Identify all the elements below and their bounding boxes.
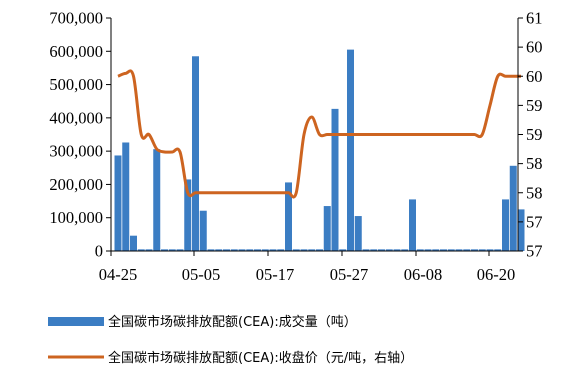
bar [370, 249, 378, 251]
bar [254, 249, 261, 251]
y-right-tick-label: 57 [526, 242, 543, 261]
axes: 0 100,000 200,000 300,000 400,000 500,000 600,… [49, 9, 542, 285]
x-tick-label: 05-27 [330, 265, 369, 284]
bar [230, 249, 238, 251]
bar [331, 108, 339, 252]
y-right-tick-label: 58 [526, 183, 543, 202]
bar [114, 155, 122, 251]
y-right-tick-label: 59 [526, 125, 543, 144]
bar [207, 249, 215, 251]
bar [440, 249, 447, 251]
bar [362, 249, 370, 251]
bar [354, 216, 362, 251]
bar [502, 199, 509, 251]
y-left-tick-label: 300,000 [49, 142, 103, 161]
bar [401, 249, 409, 251]
legend-label-price: 全国碳市场碳排放配额(CEA):收盘价（元/吨，右轴） [108, 350, 413, 366]
bar [347, 49, 354, 252]
y-right-tick-label: 57 [526, 212, 543, 231]
y-right-tick-label: 61 [526, 9, 543, 28]
bar [424, 249, 432, 251]
bar [130, 235, 137, 251]
bar [184, 179, 192, 251]
bar [292, 249, 300, 251]
legend: 全国碳市场碳排放配额(CEA):成交量（吨） 全国碳市场碳排放配额(CEA):收盘… [48, 314, 413, 366]
bar [137, 249, 145, 251]
bar [285, 182, 292, 251]
bar [509, 165, 517, 251]
bar [494, 249, 502, 251]
bar-series [114, 49, 525, 252]
bar [463, 249, 471, 251]
bar [393, 249, 401, 251]
bar [316, 249, 323, 251]
bar [385, 249, 393, 251]
legend-label-volume: 全国碳市场碳排放配额(CEA):成交量（吨） [108, 314, 357, 330]
bar [215, 249, 223, 251]
y-left-tick-label: 500,000 [49, 75, 103, 94]
bar [269, 249, 277, 251]
bar [447, 249, 455, 251]
bar [409, 199, 416, 251]
bar [517, 209, 525, 251]
line-series [117, 69, 521, 199]
bar [199, 210, 207, 251]
y-right-tick-label: 60 [526, 38, 543, 57]
bar [153, 149, 161, 251]
bar [471, 249, 478, 251]
bar [378, 249, 385, 251]
bar [168, 249, 176, 251]
bar [246, 249, 254, 251]
bar [300, 249, 308, 251]
bar [323, 206, 331, 251]
y-left-tick-label: 600,000 [49, 42, 103, 61]
bar [122, 142, 130, 251]
bar [192, 56, 199, 251]
legend-swatch-volume [48, 317, 104, 326]
bar [478, 249, 486, 251]
price-line [117, 69, 521, 199]
bar [432, 249, 440, 251]
x-tick-label: 05-05 [182, 265, 221, 284]
y-right-tick-label: 59 [526, 96, 543, 115]
bar [416, 249, 424, 251]
bar [339, 249, 347, 251]
x-tick-label: 05-17 [256, 265, 295, 284]
bar [486, 249, 494, 251]
x-tick-label: 06-08 [404, 265, 443, 284]
bar [176, 249, 184, 251]
y-left-tick-label: 200,000 [49, 175, 103, 194]
bar [161, 249, 168, 251]
y-left-tick-label: 700,000 [49, 9, 103, 28]
bar [261, 249, 269, 251]
bar [308, 249, 316, 251]
bar [277, 249, 285, 251]
x-tick-label: 06-20 [477, 265, 516, 284]
bar [455, 249, 463, 251]
bar [223, 249, 230, 251]
y-right-tick-label: 58 [526, 154, 543, 173]
y-left-tick-label: 0 [95, 242, 103, 261]
bar [145, 249, 153, 251]
y-left-tick-label: 100,000 [49, 208, 103, 227]
x-tick-label: 04-25 [99, 265, 138, 284]
y-right-tick-label: 60 [526, 67, 543, 86]
y-left-tick-label: 400,000 [49, 108, 103, 127]
bar [238, 249, 246, 251]
